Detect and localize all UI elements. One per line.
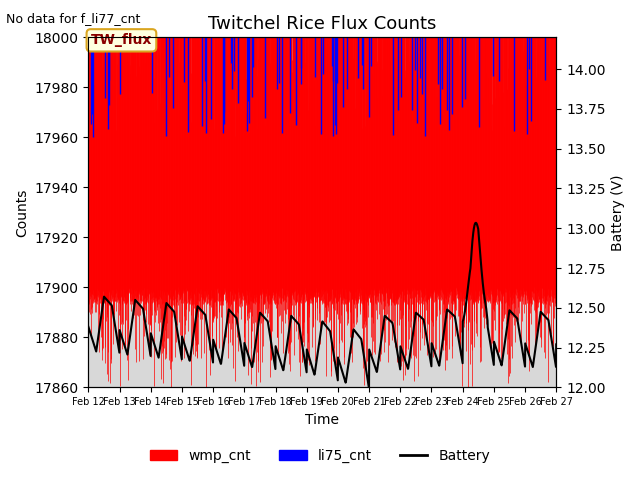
X-axis label: Time: Time xyxy=(305,413,339,427)
Text: TW_flux: TW_flux xyxy=(91,33,152,48)
Title: Twitchel Rice Flux Counts: Twitchel Rice Flux Counts xyxy=(208,15,436,33)
Legend: wmp_cnt, li75_cnt, Battery: wmp_cnt, li75_cnt, Battery xyxy=(144,443,496,468)
Y-axis label: Counts: Counts xyxy=(15,188,29,237)
Text: No data for f_li77_cnt: No data for f_li77_cnt xyxy=(6,12,141,25)
Y-axis label: Battery (V): Battery (V) xyxy=(611,174,625,251)
